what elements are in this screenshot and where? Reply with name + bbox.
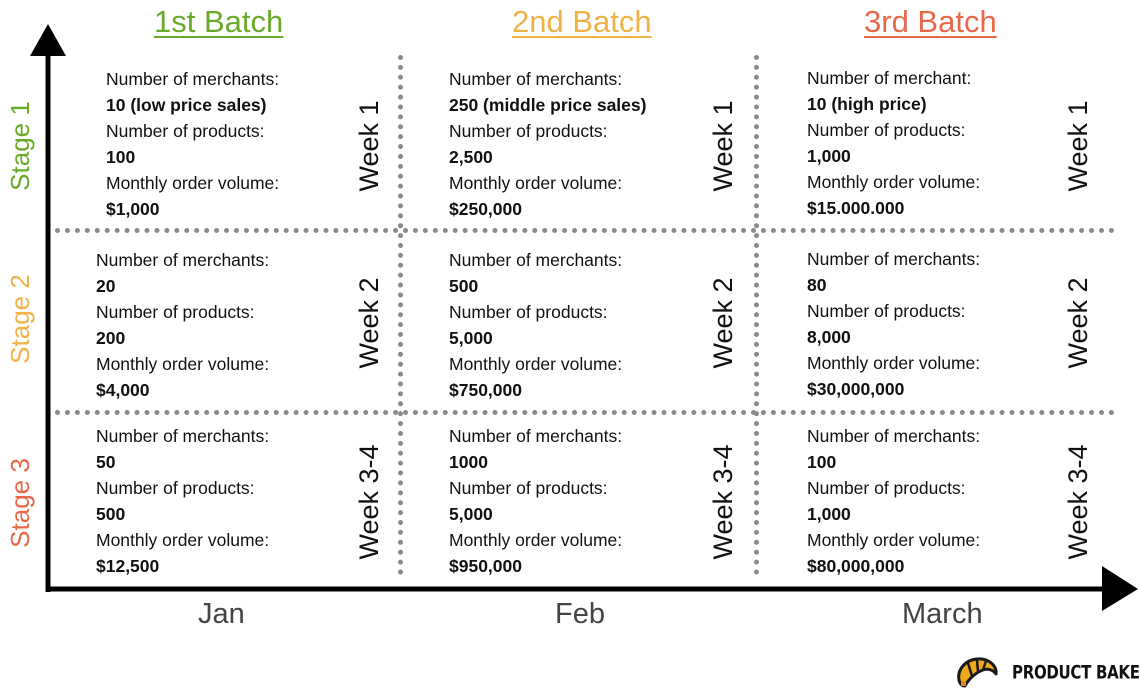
cell-stage2-batch1: Number of merchants: 20 Number of produc… (96, 247, 269, 403)
products-label: Number of products: (96, 302, 255, 322)
column-divider-2 (754, 55, 759, 575)
products-label: Number of products: (807, 301, 966, 321)
order-volume-label: Monthly order volume: (807, 172, 981, 192)
order-volume-label: Monthly order volume: (449, 530, 623, 550)
products-label: Number of products: (449, 478, 608, 498)
merchants-label: Number of merchants: (449, 69, 623, 89)
batch-header-3: 3rd Batch (864, 4, 997, 39)
order-volume-value: $15.000.000 (807, 198, 905, 218)
week-label-r2-c3: Week 2 (1063, 277, 1093, 369)
products-value: 5,000 (449, 504, 493, 524)
merchants-value: 1000 (449, 452, 488, 472)
week-label-r1-c3: Week 1 (1063, 100, 1093, 192)
merchants-value: 50 (96, 452, 116, 472)
merchants-value: 500 (449, 276, 479, 296)
merchants-value: 10 (high price) (807, 94, 927, 114)
cell-stage1-batch1: Number of merchants: 10 (low price sales… (106, 66, 279, 222)
row-divider-1 (55, 228, 1115, 233)
products-value: 2,500 (449, 147, 493, 167)
products-value: 1,000 (807, 146, 851, 166)
order-volume-label: Monthly order volume: (96, 354, 270, 374)
merchants-label: Number of merchants: (96, 250, 270, 270)
croissant-icon (957, 657, 998, 688)
merchants-value: 250 (middle price sales) (449, 95, 647, 115)
products-label: Number of products: (807, 478, 966, 498)
order-volume-label: Monthly order volume: (106, 173, 280, 193)
merchants-label: Number of merchants: (449, 250, 623, 270)
month-label-feb: Feb (555, 598, 605, 630)
order-volume-label: Monthly order volume: (449, 354, 623, 374)
products-label: Number of products: (449, 302, 608, 322)
week-label-r3-c3: Week 3-4 (1063, 444, 1093, 560)
order-volume-value: $30,000,000 (807, 379, 905, 399)
brand-name: PRODUCT BAKERY (1012, 660, 1140, 684)
order-volume-value: $80,000,000 (807, 556, 905, 576)
cell-stage3-batch3: Number of merchants: 100 Number of produ… (807, 423, 980, 579)
cell-stage1-batch2: Number of merchants: 250 (middle price s… (449, 66, 646, 222)
merchants-label: Number of merchants: (106, 69, 280, 89)
cell-stage2-batch2: Number of merchants: 500 Number of produ… (449, 247, 622, 403)
stage-label-3: Stage 3 (5, 458, 35, 548)
merchants-label: Number of merchant: (807, 68, 972, 88)
merchants-label: Number of merchants: (449, 426, 623, 446)
week-label-r1-c2: Week 1 (708, 100, 738, 192)
week-label-r2-c1: Week 2 (354, 277, 384, 369)
order-volume-value: $4,000 (96, 380, 150, 400)
batch-header-2: 2nd Batch (512, 4, 652, 39)
order-volume-value: $750,000 (449, 380, 522, 400)
merchants-value: 100 (807, 452, 837, 472)
products-value: 1,000 (807, 504, 851, 524)
cell-stage3-batch2: Number of merchants: 1000 Number of prod… (449, 423, 622, 579)
order-volume-label: Monthly order volume: (96, 530, 270, 550)
merchants-value: 20 (96, 276, 116, 296)
order-volume-label: Monthly order volume: (449, 173, 623, 193)
products-value: 100 (106, 147, 136, 167)
stage-label-2: Stage 2 (5, 274, 35, 364)
week-label-r1-c1: Week 1 (354, 100, 384, 192)
month-label-jan: Jan (198, 598, 245, 630)
merchants-label: Number of merchants: (96, 426, 270, 446)
month-label-march: March (902, 598, 983, 630)
stage-label-1: Stage 1 (5, 101, 35, 191)
column-divider-1 (398, 55, 403, 575)
order-volume-label: Monthly order volume: (807, 353, 981, 373)
merchants-value: 10 (low price sales) (106, 95, 267, 115)
merchants-value: 80 (807, 275, 827, 295)
x-axis-arrowhead (1102, 566, 1138, 611)
order-volume-value: $250,000 (449, 199, 522, 219)
order-volume-value: $12,500 (96, 556, 160, 576)
products-label: Number of products: (807, 120, 966, 140)
week-label-r3-c2: Week 3-4 (708, 444, 738, 560)
cell-stage1-batch3: Number of merchant: 10 (high price) Numb… (807, 65, 980, 221)
products-value: 500 (96, 504, 126, 524)
merchants-label: Number of merchants: (807, 249, 981, 269)
row-divider-2 (55, 410, 1115, 415)
products-label: Number of products: (96, 478, 255, 498)
products-value: 5,000 (449, 328, 493, 348)
products-value: 200 (96, 328, 126, 348)
products-label: Number of products: (106, 121, 265, 141)
products-value: 8,000 (807, 327, 851, 347)
cell-stage2-batch3: Number of merchants: 80 Number of produc… (807, 246, 980, 402)
order-volume-value: $1,000 (106, 199, 160, 219)
cell-stage3-batch1: Number of merchants: 50 Number of produc… (96, 423, 269, 579)
order-volume-label: Monthly order volume: (807, 530, 981, 550)
order-volume-value: $950,000 (449, 556, 522, 576)
week-label-r3-c1: Week 3-4 (354, 444, 384, 560)
merchants-label: Number of merchants: (807, 426, 981, 446)
batch-header-1: 1st Batch (154, 4, 284, 39)
products-label: Number of products: (449, 121, 608, 141)
week-label-r2-c2: Week 2 (708, 277, 738, 369)
y-axis-arrowhead (30, 24, 66, 56)
